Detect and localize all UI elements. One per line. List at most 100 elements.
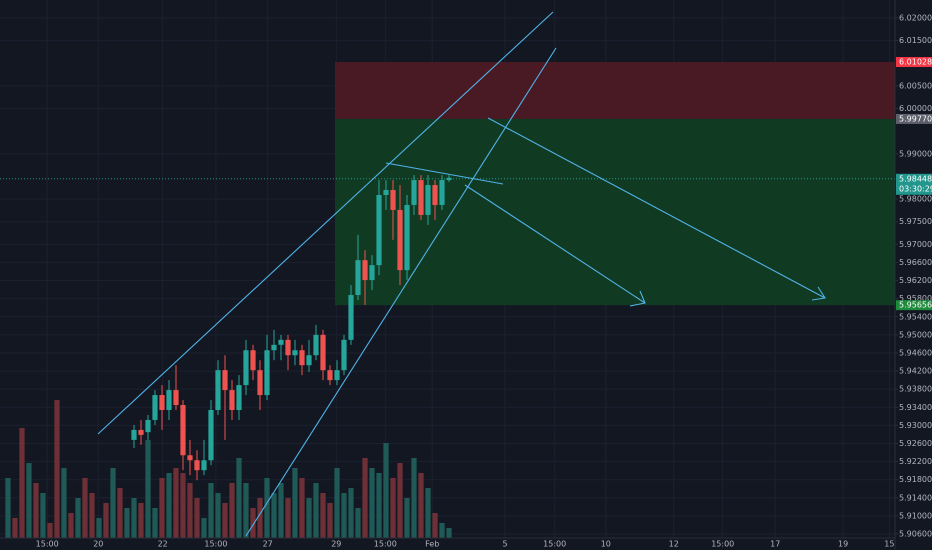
candle-body xyxy=(348,295,354,340)
volume-bar xyxy=(341,493,347,538)
volume-bar xyxy=(12,518,18,538)
candle-body xyxy=(299,350,305,366)
y-tick-label: 5.95000 xyxy=(899,330,932,339)
volume-bar xyxy=(145,440,151,538)
volume-bar xyxy=(173,468,179,538)
y-tick-label: 6.02000 xyxy=(899,14,932,23)
channel-upper xyxy=(97,11,554,435)
candle-body xyxy=(418,180,424,215)
trend-line xyxy=(385,162,504,185)
volume-bar xyxy=(432,513,438,538)
candle-body xyxy=(222,370,228,391)
candle-body xyxy=(306,355,312,366)
volume-bar xyxy=(285,498,291,538)
volume-bar xyxy=(110,468,116,538)
volume-bar xyxy=(383,443,389,538)
candle-body xyxy=(208,409,214,461)
x-tick-label: 5 xyxy=(502,540,507,549)
volume-bar xyxy=(131,498,137,538)
grid-layer xyxy=(0,0,895,538)
volume-bar xyxy=(33,483,39,538)
volume-bar xyxy=(201,518,207,538)
candle-body xyxy=(369,265,375,281)
position-zone xyxy=(335,62,895,119)
candle-body xyxy=(292,350,298,356)
candle-body xyxy=(334,370,340,381)
volume-bar xyxy=(152,508,158,538)
x-tick-label: 10 xyxy=(601,540,611,549)
volume-bar xyxy=(320,493,326,538)
y-tick-label: 5.96200 xyxy=(899,276,932,285)
x-tick-label: 15 xyxy=(884,540,894,549)
volume-bar xyxy=(397,463,403,538)
volume-bar xyxy=(404,498,410,538)
candle-body xyxy=(201,460,207,471)
y-tick-label: 5.90600 xyxy=(899,530,932,539)
candle-body xyxy=(376,194,382,266)
volume-bar xyxy=(138,503,144,538)
candle-body xyxy=(320,334,326,371)
x-tick-label: 29 xyxy=(331,540,341,549)
volume-bar xyxy=(411,458,417,538)
volume-bar xyxy=(425,488,431,538)
arrow-head xyxy=(811,286,826,301)
volume-bar xyxy=(362,458,368,538)
candle-body xyxy=(362,260,368,281)
y-tick-label: 5.91400 xyxy=(899,493,932,502)
candle-body xyxy=(425,185,431,215)
volume-bar xyxy=(40,493,46,538)
candle-layer xyxy=(131,175,452,481)
x-tick-label: 27 xyxy=(263,540,273,549)
candle-body xyxy=(166,390,172,410)
volume-bar xyxy=(264,478,270,538)
volume-bar xyxy=(348,488,354,538)
candle-body xyxy=(271,344,277,351)
volume-bar xyxy=(299,478,305,538)
volume-bar xyxy=(82,478,88,538)
volume-bar xyxy=(54,400,60,538)
volume-bar xyxy=(166,473,172,538)
price-label: 5.95656 xyxy=(899,301,932,310)
candle-body xyxy=(145,419,151,433)
y-tick-label: 5.93000 xyxy=(899,421,932,430)
candle-body xyxy=(313,334,319,356)
volume-bar xyxy=(327,503,333,538)
x-tick-label: 15:00 xyxy=(711,540,734,549)
x-tick-label: 20 xyxy=(93,540,103,549)
price-label-box xyxy=(896,173,932,195)
x-tick-label: 15:00 xyxy=(374,540,397,549)
candle-body xyxy=(257,370,263,396)
volume-bar xyxy=(446,528,452,538)
volume-bar xyxy=(292,468,298,538)
volume-bar xyxy=(5,478,11,538)
volume-layer xyxy=(5,400,452,538)
arrow-line xyxy=(487,117,826,299)
price-label: 6.01028 xyxy=(899,58,932,67)
volume-bar xyxy=(117,488,123,538)
volume-bar xyxy=(243,483,249,538)
x-tick-label: 22 xyxy=(158,540,168,549)
candle-body xyxy=(194,460,200,471)
candle-body xyxy=(215,370,221,410)
price-label-box xyxy=(896,113,932,124)
volume-bar xyxy=(96,518,102,538)
volume-bar xyxy=(439,523,445,538)
y-tick-label: 6.00500 xyxy=(899,81,932,90)
volume-bar xyxy=(68,513,74,538)
y-tick-label: 5.97500 xyxy=(899,217,932,226)
y-tick-label: 5.98000 xyxy=(899,195,932,204)
volume-bar xyxy=(222,503,228,538)
countdown-label: 03:30:29 xyxy=(899,184,932,193)
price-label-box xyxy=(896,57,932,68)
candle-body xyxy=(432,185,438,205)
x-tick-label: 15:00 xyxy=(36,540,59,549)
candle-body xyxy=(390,190,396,210)
volume-bar xyxy=(250,508,256,538)
y-tick-label: 5.91800 xyxy=(899,475,932,484)
candle-body xyxy=(243,350,249,386)
volume-bar xyxy=(418,473,424,538)
candle-body xyxy=(138,429,144,435)
y-tick-label: 5.99000 xyxy=(899,149,932,158)
volume-bar xyxy=(208,483,214,538)
